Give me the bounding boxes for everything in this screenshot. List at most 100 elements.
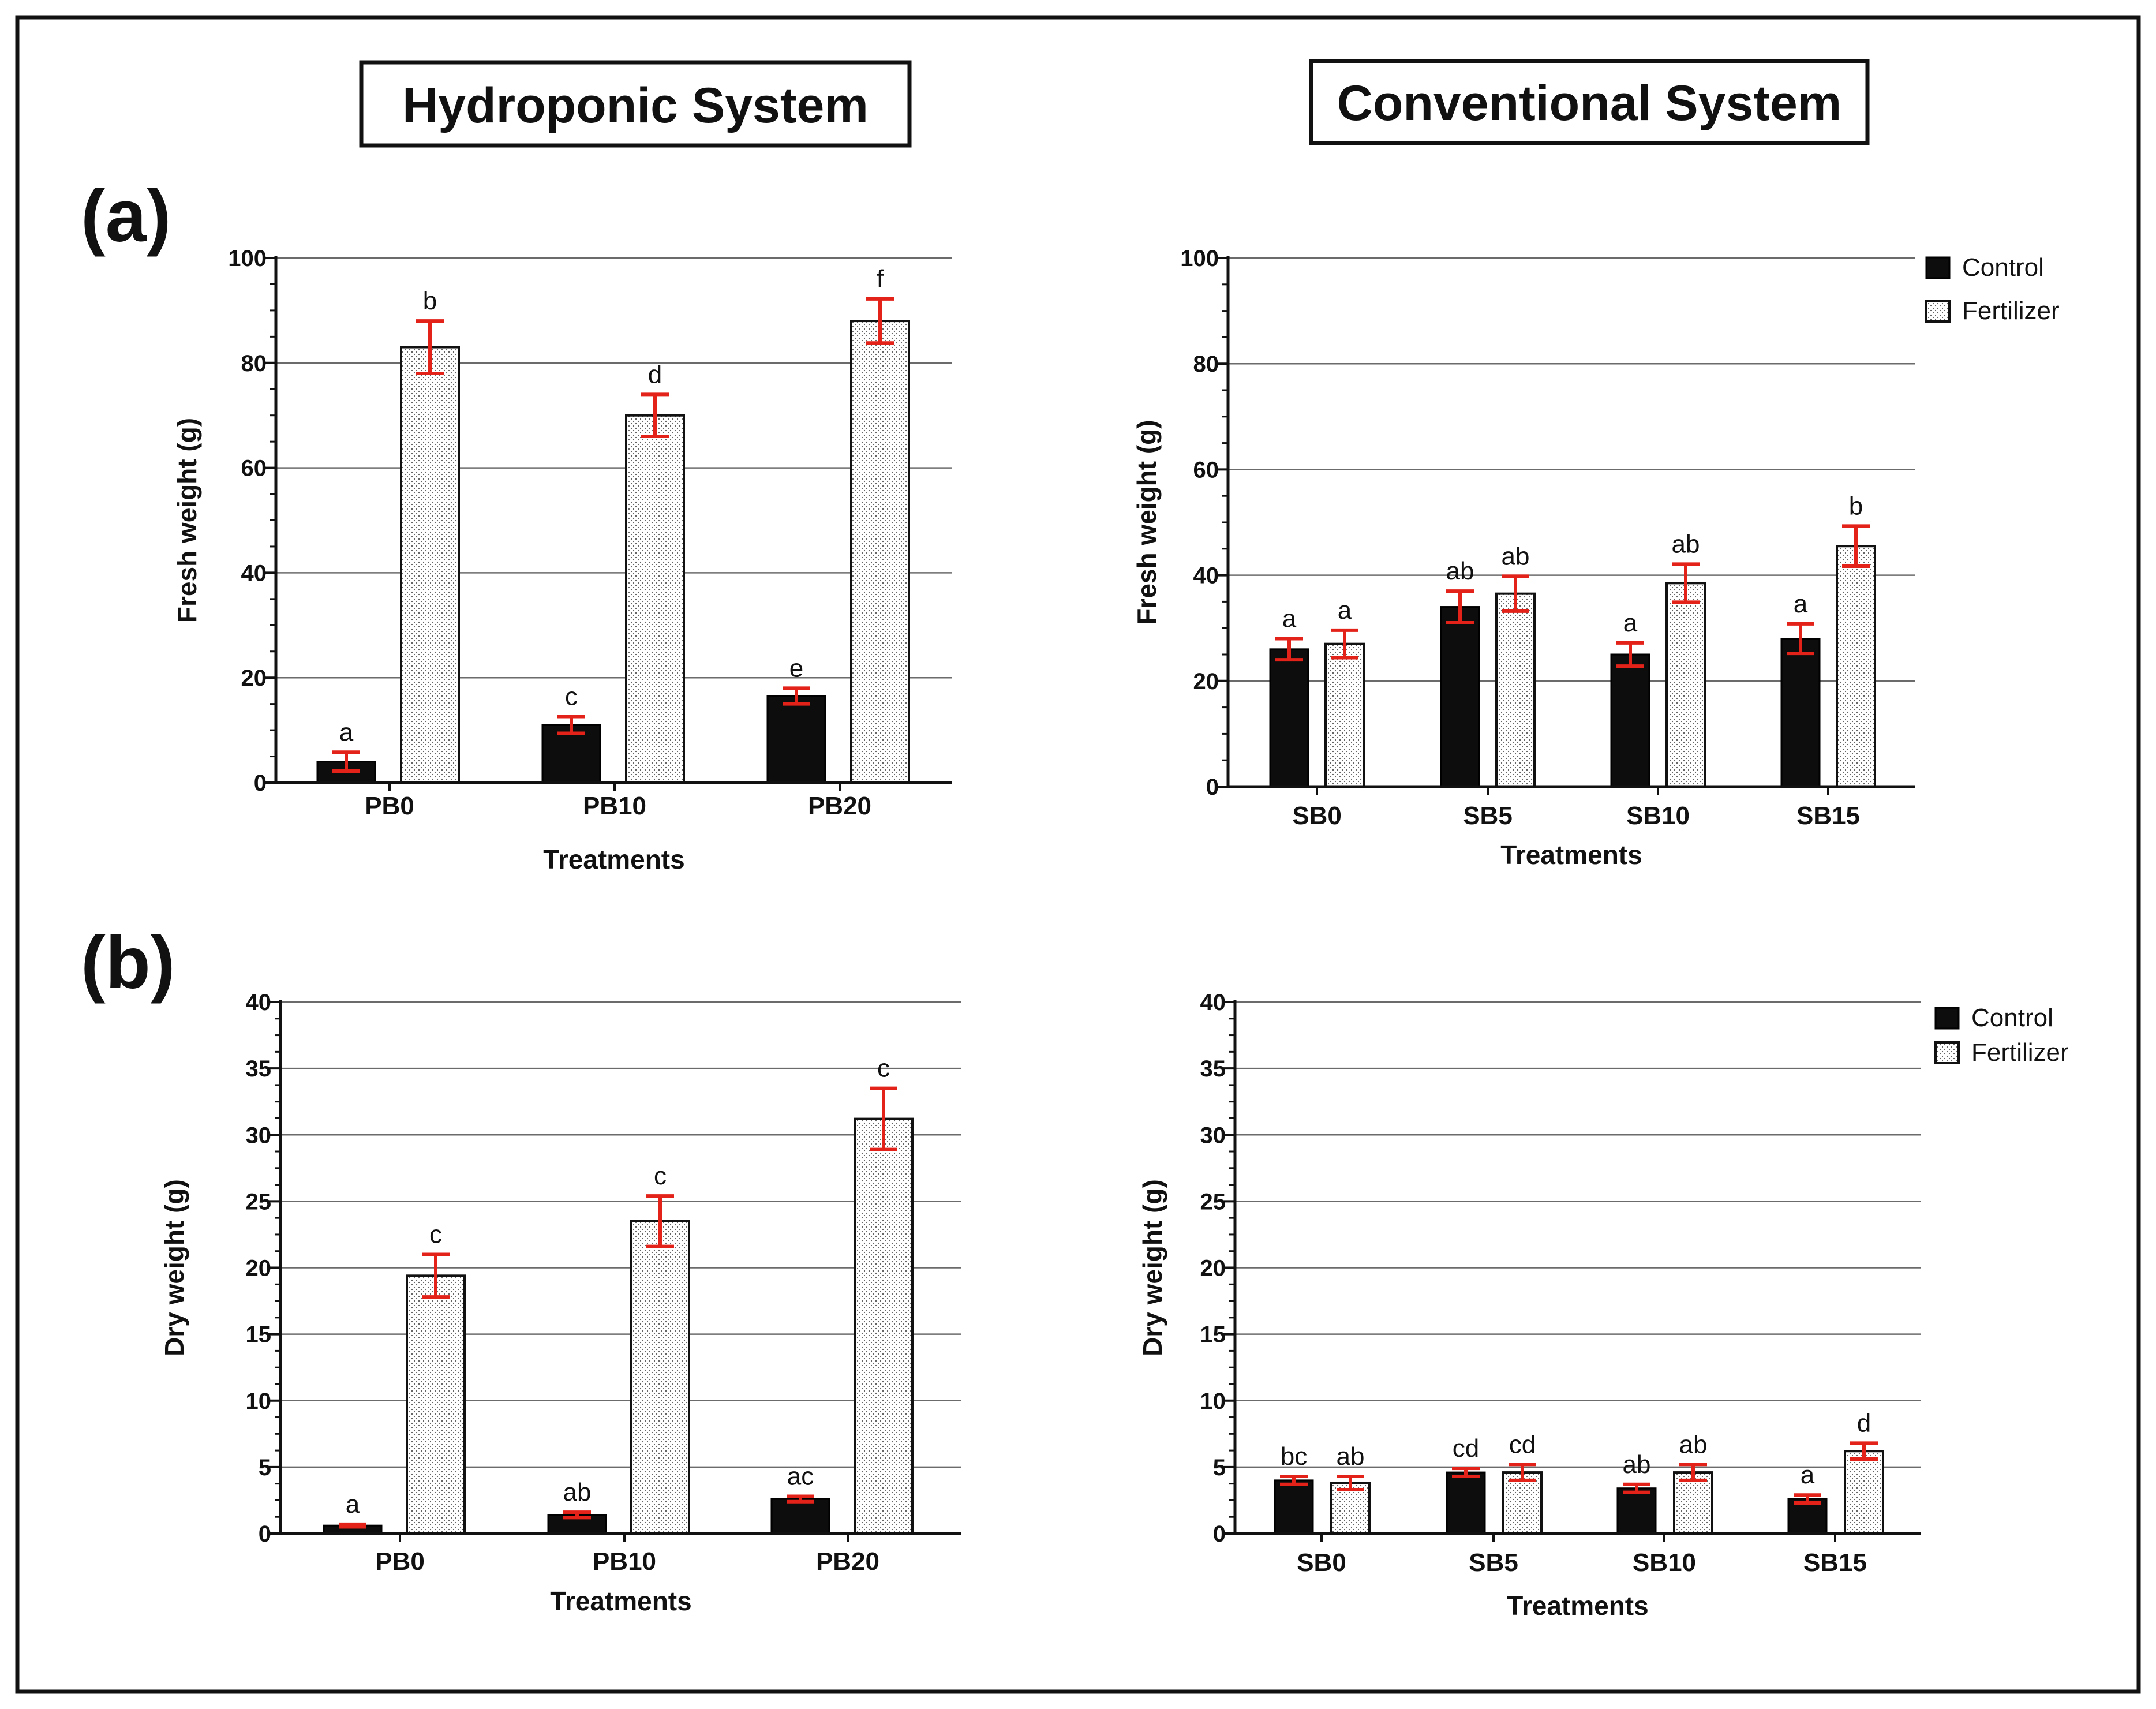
header-right-box	[1309, 59, 1870, 145]
bar-control-sb10	[1616, 1487, 1657, 1535]
header-left-title: Hydroponic System	[402, 78, 869, 133]
y-tick-label: 35	[1200, 1056, 1226, 1082]
significance-label: b	[1849, 492, 1863, 520]
significance-label: ab	[1679, 1430, 1708, 1459]
y-axis-title: Fresh weight (g)	[1132, 420, 1162, 624]
y-tick-label: 40	[246, 990, 272, 1015]
bar-control-sb0	[1269, 648, 1309, 788]
y-tick-label: 0	[1213, 1521, 1226, 1547]
x-tick-label: SB10	[1626, 802, 1690, 830]
panel-label-b: (b)	[81, 922, 175, 1004]
x-tick-label: SB0	[1292, 802, 1342, 830]
x-tick-label: SB10	[1633, 1549, 1696, 1577]
bar-fertilizer-pb20	[854, 1117, 914, 1535]
y-tick-label: 5	[259, 1455, 271, 1480]
x-axis-title: Treatments	[1500, 840, 1642, 870]
significance-label: a	[1282, 605, 1297, 633]
legend-swatch-control	[1934, 1007, 1960, 1030]
y-tick-label: 25	[246, 1189, 272, 1214]
x-tick-label: PB0	[365, 792, 414, 820]
significance-label: ab	[1502, 542, 1530, 570]
legend: Control Fertilizer	[1934, 1004, 2069, 1067]
y-tick-label: 5	[1213, 1455, 1226, 1480]
x-tick-label: SB15	[1796, 802, 1860, 830]
significance-label: a	[1338, 596, 1352, 624]
y-tick-label: 40	[1200, 990, 1226, 1015]
bar-control-pb20	[766, 695, 826, 784]
legend-label-fertilizer: Fertilizer	[1971, 1038, 2069, 1067]
y-tick-label: 100	[228, 246, 267, 271]
y-tick-label: 35	[246, 1056, 272, 1082]
bar-control-sb0	[1274, 1479, 1314, 1535]
x-tick-label: SB15	[1803, 1549, 1867, 1577]
bar-fertilizer-sb0	[1330, 1482, 1371, 1535]
significance-label: c	[429, 1220, 442, 1248]
bar-fertilizer-pb10	[630, 1220, 690, 1535]
header-right: Conventional System	[1309, 59, 1870, 145]
significance-label: c	[654, 1162, 667, 1190]
x-tick-label: PB20	[816, 1547, 879, 1576]
x-axis-title: Treatments	[543, 844, 684, 874]
chart-hydroponic-dry-weight: 0 5 10 15 20 25 30 35 40 a ab ac c c c PB0 PB10 PB20 Treat…	[159, 990, 961, 1616]
y-tick-label: 100	[1180, 246, 1219, 271]
significance-label: bc	[1281, 1442, 1307, 1471]
chart-conventional-dry-weight: 0 5 10 15 20 25 30 35 40 bc cd ab a ab cd ab d SB0 SB5 SB10…	[1137, 990, 2069, 1621]
bar-control-sb15	[1780, 638, 1821, 788]
y-axis-title: Dry weight (g)	[159, 1179, 189, 1356]
significance-label: a	[1623, 609, 1638, 637]
panel-label-a: (a)	[81, 175, 171, 257]
chart-hydroponic-fresh-weight: 0 20 40 60 80 100 a c e b d f PB0 PB10 PB20 Treatments F…	[172, 246, 952, 874]
y-tick-label: 15	[246, 1322, 272, 1348]
bar-control-sb10	[1610, 653, 1650, 788]
significance-label: f	[877, 265, 884, 293]
legend-label-fertilizer: Fertilizer	[1962, 297, 2060, 325]
significance-label: a	[339, 718, 354, 746]
y-tick-label: 40	[241, 560, 267, 586]
bar-fertilizer-sb0	[1324, 642, 1365, 788]
y-axis-title: Fresh weight (g)	[172, 418, 202, 623]
y-tick-label: 80	[241, 351, 267, 376]
legend-swatch-fertilizer	[1934, 1041, 1960, 1064]
legend: Control Fertilizer	[1925, 253, 2060, 325]
y-tick-label: 15	[1200, 1322, 1226, 1348]
y-tick-label: 30	[1200, 1123, 1226, 1148]
significance-label: a	[1794, 590, 1808, 618]
legend-label-control: Control	[1971, 1004, 2053, 1032]
significance-label: e	[789, 654, 803, 682]
bar-fertilizer-pb10	[625, 414, 685, 784]
significance-label: c	[877, 1054, 890, 1083]
significance-label: a	[346, 1490, 360, 1519]
bar-fertilizer-sb15	[1844, 1450, 1884, 1535]
y-tick-label: 30	[246, 1123, 272, 1148]
y-tick-label: 60	[241, 456, 267, 481]
x-tick-label: PB10	[593, 1547, 656, 1576]
bar-fertilizer-sb5	[1502, 1471, 1543, 1535]
y-tick-label: 0	[259, 1521, 271, 1547]
x-tick-label: PB20	[808, 792, 871, 820]
y-tick-label: 25	[1200, 1189, 1226, 1214]
x-tick-label: PB10	[583, 792, 646, 820]
bar-control-sb5	[1440, 606, 1480, 788]
significance-label: a	[1801, 1461, 1815, 1489]
y-tick-label: 20	[246, 1256, 272, 1281]
header-left-box	[359, 60, 912, 148]
y-tick-label: 60	[1193, 457, 1219, 483]
y-tick-label: 20	[1193, 669, 1219, 694]
significance-label: ac	[787, 1463, 814, 1491]
bar-control-pb20	[770, 1498, 830, 1535]
bar-fertilizer-pb20	[850, 320, 910, 784]
y-tick-label: 10	[1200, 1389, 1226, 1414]
header-left: Hydroponic System	[359, 60, 912, 148]
bar-fertilizer-sb10	[1665, 582, 1706, 788]
figure-frame	[15, 15, 2141, 1694]
significance-label: c	[565, 682, 578, 710]
x-tick-label: SB0	[1297, 1549, 1346, 1577]
header-right-title: Conventional System	[1337, 76, 1842, 131]
bar-fertilizer-sb5	[1495, 592, 1536, 788]
x-tick-label: PB0	[375, 1547, 425, 1576]
significance-label: ab	[1623, 1450, 1651, 1479]
y-tick-label: 20	[1200, 1256, 1226, 1281]
bar-fertilizer-sb15	[1836, 545, 1876, 788]
significance-label: cd	[1453, 1434, 1479, 1463]
bar-fertilizer-pb0	[400, 346, 460, 784]
